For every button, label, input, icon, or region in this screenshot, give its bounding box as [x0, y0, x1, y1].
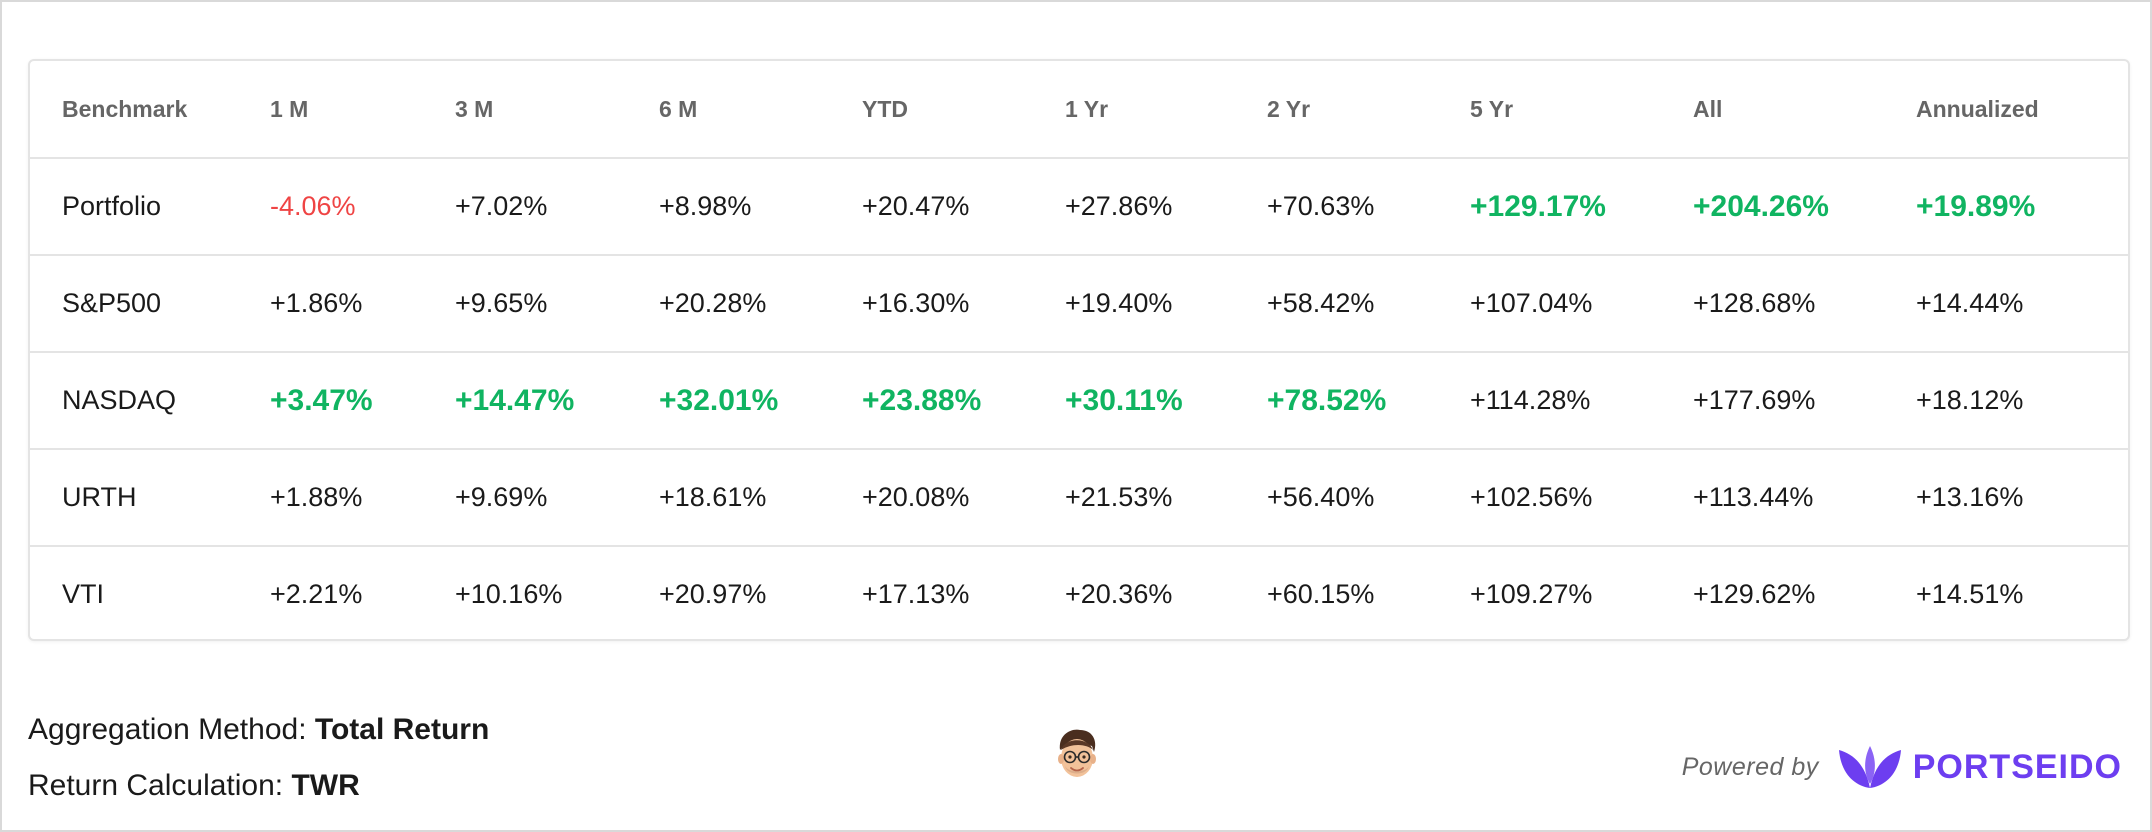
return-cell: +18.61% — [627, 449, 830, 547]
return-cell: +129.62% — [1693, 579, 1816, 609]
return-cell: +20.28% — [627, 255, 830, 353]
return-cell: +107.04% — [1438, 255, 1661, 353]
table-row: Portfolio -4.06% +7.02% +8.98% +20.47% +… — [30, 158, 2128, 256]
benchmark-table: Benchmark 1 M 3 M 6 M YTD 1 Yr 2 Yr 5 Yr… — [30, 61, 2128, 642]
return-cell: +129.17% — [1438, 158, 1661, 256]
return-cell: +58.42% — [1235, 255, 1438, 353]
return-cell: +20.47% — [830, 158, 1033, 256]
brand-name[interactable]: PORTSEIDO — [1912, 747, 2122, 786]
return-cell: +19.89% — [1884, 158, 2128, 256]
return-calculation-label: Return Calculation: — [28, 769, 284, 802]
return-cell: +20.08% — [830, 449, 1033, 547]
header-1m: 1 M — [238, 61, 423, 159]
header-annualized: Annualized — [1884, 61, 2128, 159]
benchmark-name: URTH — [30, 449, 238, 547]
powered-by: Powered by PORTSEIDO — [1682, 742, 2122, 792]
return-cell: +114.28% — [1438, 352, 1661, 450]
header-2yr: 2 Yr — [1235, 61, 1438, 159]
header-benchmark: Benchmark — [30, 61, 238, 159]
return-cell: +70.63% — [1235, 158, 1438, 256]
return-cell: +30.11% — [1033, 352, 1235, 450]
return-calculation-value: TWR — [291, 769, 360, 802]
return-cell: +109.27% — [1470, 579, 1593, 609]
return-cell: +102.56% — [1438, 449, 1661, 547]
table-header-row: Benchmark 1 M 3 M 6 M YTD 1 Yr 2 Yr 5 Yr… — [30, 61, 2128, 159]
return-cell: -4.06% — [238, 158, 423, 256]
return-cell: +8.98% — [627, 158, 830, 256]
return-cell: +1.88% — [238, 449, 423, 547]
aggregation-method-label: Aggregation Method: — [28, 713, 307, 746]
return-cell: +20.97% — [659, 579, 767, 609]
return-cell: +1.86% — [238, 255, 423, 353]
return-cell: +21.53% — [1033, 449, 1235, 547]
table-row: VTI +2.21% +10.16% +20.97% +17.13% +20.3… — [30, 546, 2128, 642]
return-cell: +177.69% — [1661, 352, 1884, 450]
aggregation-method-value: Total Return — [314, 713, 490, 746]
table-row: S&P500 +1.86% +9.65% +20.28% +16.30% +19… — [30, 255, 2128, 353]
return-cell: +14.51% — [1916, 579, 2024, 609]
header-5yr: 5 Yr — [1438, 61, 1661, 159]
return-cell: +18.12% — [1884, 352, 2128, 450]
return-cell: +16.30% — [830, 255, 1033, 353]
return-cell: +13.16% — [1884, 449, 2128, 547]
return-cell: +19.40% — [1033, 255, 1235, 353]
benchmark-table-card: Benchmark 1 M 3 M 6 M YTD 1 Yr 2 Yr 5 Yr… — [28, 59, 2130, 641]
return-cell: +14.47% — [423, 352, 627, 450]
return-cell: +14.44% — [1884, 255, 2128, 353]
calculation-info: Aggregation Method: Total Return Return … — [28, 702, 489, 814]
return-cell: +128.68% — [1661, 255, 1884, 353]
benchmark-name: S&P500 — [30, 255, 238, 353]
return-cell: +20.36% — [1065, 579, 1173, 609]
return-cell: +78.52% — [1235, 352, 1438, 450]
powered-by-label: Powered by — [1681, 752, 1819, 781]
header-all: All — [1661, 61, 1884, 159]
return-cell: +7.02% — [423, 158, 627, 256]
benchmark-name: NASDAQ — [30, 352, 238, 450]
memoji-avatar-icon — [1052, 726, 1102, 786]
return-cell: +10.16% — [455, 579, 563, 609]
header-3m: 3 M — [423, 61, 627, 159]
benchmark-name: Portfolio — [30, 158, 238, 256]
table-row: URTH +1.88% +9.69% +18.61% +20.08% +21.5… — [30, 449, 2128, 547]
benchmark-name: VTI — [62, 579, 105, 609]
return-cell: +3.47% — [238, 352, 423, 450]
return-cell: +32.01% — [627, 352, 830, 450]
return-cell: +56.40% — [1235, 449, 1438, 547]
return-cell: +2.21% — [270, 579, 363, 609]
return-cell: +9.69% — [423, 449, 627, 547]
return-cell: +23.88% — [830, 352, 1033, 450]
header-6m: 6 M — [627, 61, 830, 159]
return-cell: +27.86% — [1033, 158, 1235, 256]
header-ytd: YTD — [830, 61, 1033, 159]
return-cell: +113.44% — [1661, 449, 1884, 547]
return-calculation-line: Return Calculation: TWR — [28, 758, 489, 814]
return-cell: +60.15% — [1267, 579, 1375, 609]
return-cell: +204.26% — [1661, 158, 1884, 256]
return-cell: +9.65% — [423, 255, 627, 353]
leaf-logo-icon — [1837, 744, 1903, 790]
header-1yr: 1 Yr — [1033, 61, 1235, 159]
aggregation-method-line: Aggregation Method: Total Return — [28, 702, 489, 758]
table-row: NASDAQ +3.47% +14.47% +32.01% +23.88% +3… — [30, 352, 2128, 450]
return-cell: +17.13% — [862, 579, 970, 609]
